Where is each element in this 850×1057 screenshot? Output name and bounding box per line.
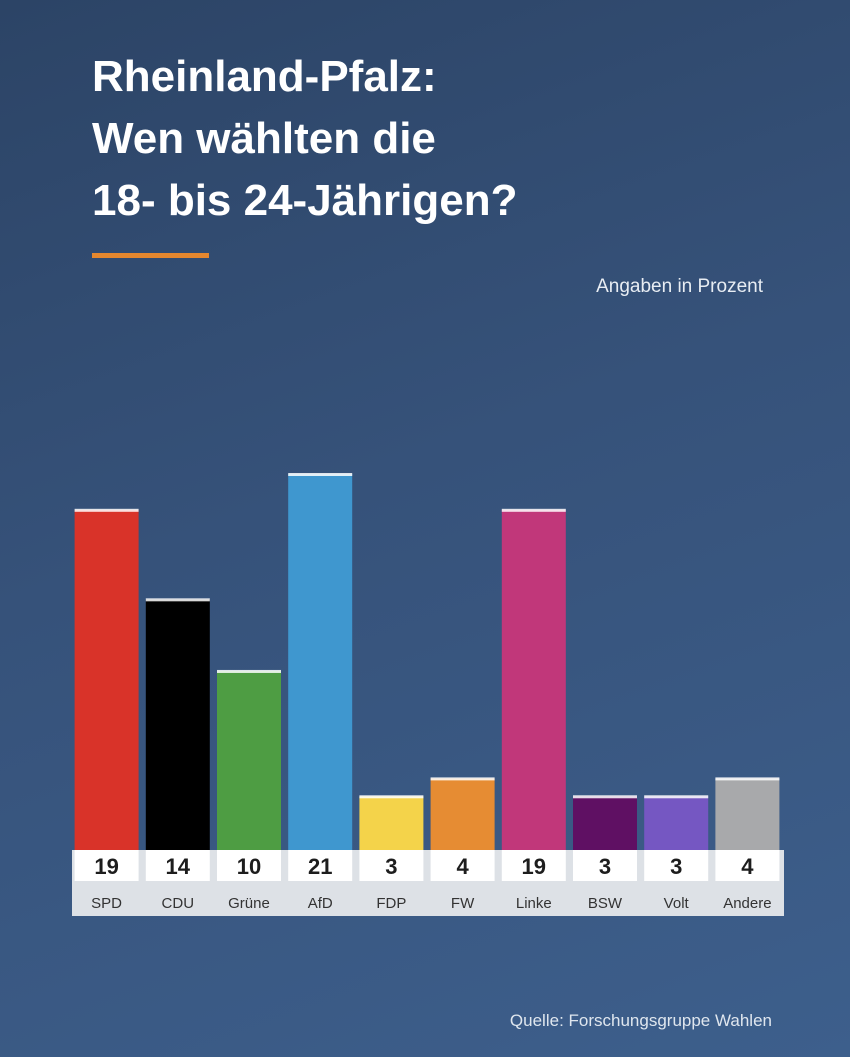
bar-cap-afd <box>288 473 353 476</box>
value-box-linke <box>501 850 566 881</box>
bar-volt <box>644 796 709 850</box>
bar-bsw <box>573 796 637 850</box>
category-label-cdu: CDU <box>162 895 195 912</box>
value-label-spd: 19 <box>94 854 118 879</box>
source-note: Quelle: Forschungsgruppe Wahlen <box>509 1011 772 1030</box>
bar-grüne <box>217 670 281 850</box>
category-label-afd: AfD <box>308 895 333 912</box>
category-label-andere: Andere <box>723 895 771 912</box>
value-box-bsw <box>573 850 637 881</box>
value-label-volt: 3 <box>670 854 682 879</box>
value-box-andere <box>715 850 780 881</box>
bar-cap-linke <box>501 508 566 512</box>
value-box-cdu <box>145 850 210 881</box>
bar-afd <box>288 474 353 850</box>
category-label-fw: FW <box>451 895 475 912</box>
chart-title: Rheinland-Pfalz: Wen wählten die 18- bis… <box>92 46 517 232</box>
value-label-grüne: 10 <box>237 854 261 879</box>
value-label-fdp: 3 <box>385 854 397 879</box>
value-box-fdp <box>359 850 424 881</box>
bar-cap-fw <box>430 777 495 781</box>
category-label-bsw: BSW <box>588 895 623 912</box>
category-label-grüne: Grüne <box>228 895 270 912</box>
value-label-bsw: 3 <box>599 854 611 879</box>
title-line-1: Rheinland-Pfalz: <box>92 52 437 101</box>
bar-spd <box>74 509 139 850</box>
bar-andere <box>715 778 780 850</box>
bar-cdu <box>145 599 210 850</box>
value-label-cdu: 14 <box>166 854 191 879</box>
category-label-volt: Volt <box>664 895 690 912</box>
bar-cap-cdu <box>145 598 210 602</box>
bar-linke <box>501 509 566 850</box>
title-line-2: Wen wählten die <box>92 114 436 163</box>
bar-cap-andere <box>715 777 780 781</box>
bar-fdp <box>359 796 424 850</box>
bar-cap-bsw <box>573 795 637 799</box>
category-label-spd: SPD <box>91 895 122 912</box>
value-label-afd: 21 <box>308 854 332 879</box>
bar-cap-grüne <box>217 669 281 673</box>
value-box-afd <box>288 850 353 881</box>
title-line-3: 18- bis 24-Jährigen? <box>92 176 518 225</box>
bar-cap-spd <box>74 508 139 512</box>
value-box-spd <box>74 850 139 881</box>
value-label-fw: 4 <box>456 854 469 879</box>
title-accent-line <box>92 253 209 258</box>
bar-fw <box>430 778 495 850</box>
category-label-linke: Linke <box>516 895 552 912</box>
value-label-andere: 4 <box>741 854 754 879</box>
value-box-fw <box>430 850 495 881</box>
category-label-fdp: FDP <box>376 895 406 912</box>
bar-cap-volt <box>644 795 709 799</box>
unit-note: Angaben in Prozent <box>596 276 763 297</box>
value-label-linke: 19 <box>522 854 546 879</box>
value-box-grüne <box>217 850 281 881</box>
value-box-volt <box>644 850 709 881</box>
bar-cap-fdp <box>359 795 424 799</box>
